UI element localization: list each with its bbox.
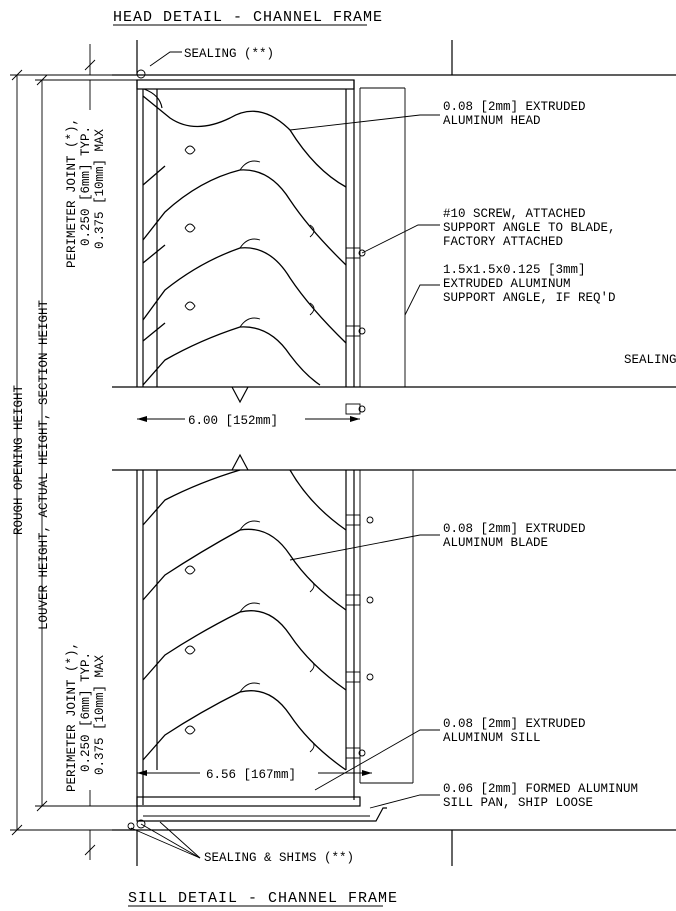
screw-label-line1: #10 SCREW, ATTACHED — [443, 207, 586, 221]
head-label-line2: ALUMINUM HEAD — [443, 114, 541, 128]
screw-label-line2: SUPPORT ANGLE TO BLADE, — [443, 221, 616, 235]
sill-wall — [112, 829, 676, 866]
break-lines — [112, 386, 676, 471]
sealing-right-label: SEALING — [624, 353, 676, 367]
width-lower-label: 6.56 [167mm] — [206, 768, 296, 782]
pan-label-line1: 0.06 [2mm] FORMED ALUMINUM — [443, 782, 638, 796]
blade-label-line1: 0.08 [2mm] EXTRUDED — [443, 522, 586, 536]
rough-opening-dimension — [10, 69, 137, 836]
perimeter-joint-top-line1: PERIMETER JOINT (*), — [65, 118, 79, 268]
screw-label-line3: FACTORY ATTACHED — [443, 235, 563, 249]
extruded-sill — [136, 796, 361, 807]
sill-label-line1: 0.08 [2mm] EXTRUDED — [443, 717, 586, 731]
width-upper-label: 6.00 [152mm] — [188, 414, 278, 428]
rough-opening-label: ROUGH OPENING HEIGHT — [12, 384, 26, 535]
angle-label-line3: SUPPORT ANGLE, IF REQ'D — [443, 291, 616, 305]
blade-label-line2: ALUMINUM BLADE — [443, 536, 548, 550]
aluminum-blade — [142, 528, 347, 611]
perimeter-joint-dims — [84, 44, 96, 860]
sill-pan — [136, 806, 387, 822]
head-detail-title: HEAD DETAIL - CHANNEL FRAME — [113, 9, 383, 26]
louver-height-label: LOUVER HEIGHT, ACTUAL HEIGHT, SECTION HE… — [37, 299, 51, 630]
sill-label-line2: ALUMINUM SILL — [443, 731, 541, 745]
callout-leaders — [130, 51, 440, 859]
louver-height-dimension — [35, 74, 137, 812]
sealing-top-label: SEALING (**) — [184, 47, 274, 61]
perimeter-joint-bottom-line1: PERIMETER JOINT (*), — [65, 642, 79, 792]
head-label-line1: 0.08 [2mm] EXTRUDED — [443, 100, 586, 114]
perimeter-joint-bottom-line3: 0.375 [10mm] MAX — [93, 654, 107, 775]
pan-label-line2: SILL PAN, SHIP LOOSE — [443, 796, 593, 810]
perimeter-joint-bottom-line2: 0.250 [6mm] TYP. — [79, 652, 93, 772]
angle-label-line1: 1.5x1.5x0.125 [3mm] — [443, 263, 586, 277]
sealing-shims-label: SEALING & SHIMS (**) — [204, 851, 354, 865]
width-dimension-upper — [137, 416, 360, 422]
head-frame — [136, 79, 406, 387]
sealant-beads — [127, 69, 146, 830]
lower-blades — [142, 469, 347, 771]
perimeter-joint-top-line3: 0.375 [10mm] MAX — [93, 128, 107, 249]
upper-blades — [142, 95, 347, 386]
head-wall — [112, 40, 676, 76]
sill-detail-title: SILL DETAIL - CHANNEL FRAME — [128, 890, 398, 907]
perimeter-joint-top-line2: 0.250 [6mm] TYP. — [79, 126, 93, 246]
support-screws — [345, 247, 374, 759]
head-blade — [142, 95, 347, 188]
angle-label-line2: EXTRUDED ALUMINUM — [443, 277, 571, 291]
